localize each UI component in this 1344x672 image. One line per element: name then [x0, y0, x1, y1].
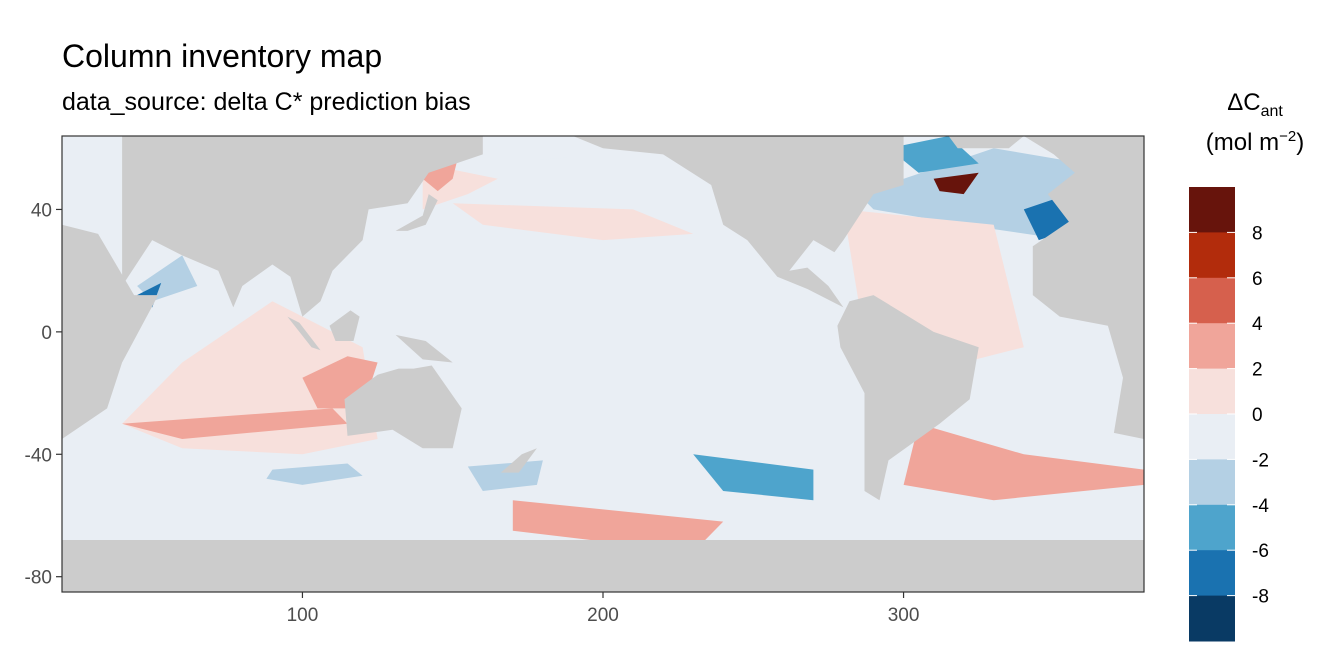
legend-tick-label: -6	[1252, 541, 1269, 562]
chart-title: Column inventory map	[62, 38, 383, 74]
legend-title-sub: ant	[1260, 102, 1283, 120]
legend-swatch	[1189, 459, 1235, 506]
legend-tick-label: 8	[1252, 223, 1263, 244]
land-greenland	[948, 136, 1024, 149]
region-north-atlantic-red	[933, 172, 979, 195]
y-axis: 40 0 -40 -80	[25, 200, 62, 589]
legend-tick-label: 6	[1252, 269, 1263, 290]
legend-units-sup: −2	[1279, 128, 1297, 146]
legend-swatch	[1189, 595, 1235, 642]
land-japan	[395, 194, 438, 231]
region-np-subpolar-blue	[497, 154, 634, 195]
legend-tick-label: -4	[1252, 496, 1269, 517]
land-antarctica	[62, 540, 1144, 592]
region-tasman-blue	[467, 460, 543, 491]
y-tick-label: 40	[31, 200, 52, 221]
chart-subtitle: data_source: delta C* prediction bias	[62, 88, 471, 116]
legend-tick-label: 0	[1252, 405, 1263, 426]
region-np-band-pink	[452, 203, 694, 241]
land-australia	[344, 365, 462, 449]
legend-swatch	[1189, 323, 1235, 370]
legend-swatch	[1189, 277, 1235, 324]
land-sumatra	[287, 316, 321, 351]
legend-tick-label: 2	[1252, 360, 1263, 381]
legend-tick-label: 4	[1252, 314, 1263, 335]
region-south-pacific-blue	[693, 454, 814, 501]
land-new-zealand	[500, 448, 537, 473]
legend-swatch	[1189, 368, 1235, 415]
y-tick-label: 0	[41, 323, 52, 344]
legend-units-prefix: (mol m	[1205, 129, 1280, 157]
region-south-australia-blue	[266, 463, 363, 485]
legend-swatch	[1189, 187, 1235, 233]
x-tick-label: 300	[888, 605, 920, 626]
region-north-atlantic-blue	[858, 148, 1084, 241]
legend-swatch	[1189, 232, 1235, 279]
x-tick-label: 100	[287, 605, 319, 626]
legend-title-main: ΔC	[1227, 89, 1261, 116]
region-south-atlantic-pink	[903, 423, 1144, 501]
legend-units-suffix: )	[1296, 129, 1305, 157]
y-tick-label: -80	[25, 568, 52, 589]
legend-swatch	[1189, 504, 1235, 551]
land-north-america	[572, 136, 904, 308]
region-south-indian-band	[122, 408, 348, 439]
legend-tick-label: -2	[1252, 450, 1269, 471]
legend-tick-label: -8	[1252, 587, 1269, 608]
x-tick-label: 200	[587, 605, 619, 626]
land-mask	[62, 136, 1144, 592]
region-south-pacific-pink	[512, 500, 724, 553]
legend-swatch	[1189, 550, 1235, 597]
land-europe-africa-east	[1023, 136, 1144, 439]
land-africa	[62, 224, 159, 439]
land-south-america	[837, 295, 979, 501]
land-asia-mainland	[62, 136, 483, 317]
legend-swatch	[1189, 414, 1235, 460]
y-tick-label: -40	[25, 445, 52, 466]
legend-colorbar: 8 6 4 2 0 -2 -4 -6 -8	[1189, 187, 1269, 642]
land-borneo	[329, 310, 360, 341]
x-axis: 100 200 300	[287, 592, 920, 626]
land-new-guinea	[395, 334, 453, 363]
legend-title: ΔCant (mol m−2)	[1180, 84, 1330, 163]
